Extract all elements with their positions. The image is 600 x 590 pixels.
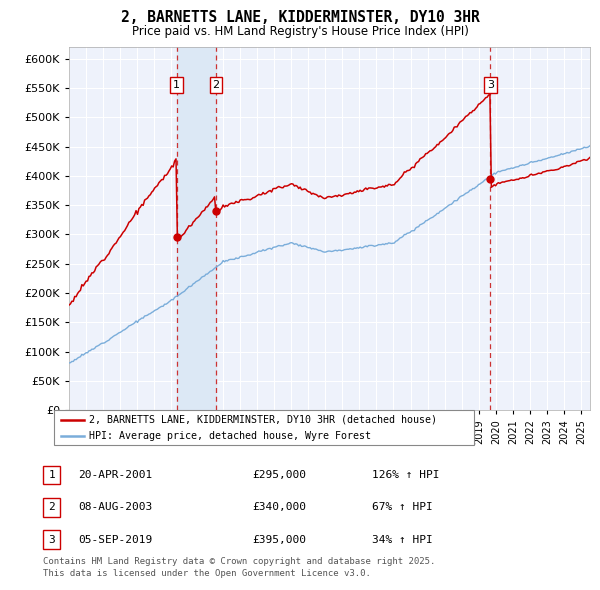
Text: 34% ↑ HPI: 34% ↑ HPI bbox=[372, 535, 433, 545]
Text: 20-APR-2001: 20-APR-2001 bbox=[78, 470, 152, 480]
Text: Contains HM Land Registry data © Crown copyright and database right 2025.
This d: Contains HM Land Registry data © Crown c… bbox=[43, 557, 436, 578]
Text: 05-SEP-2019: 05-SEP-2019 bbox=[78, 535, 152, 545]
Text: 1: 1 bbox=[173, 80, 180, 90]
Bar bbox=[176, 47, 216, 410]
Text: 2, BARNETTS LANE, KIDDERMINSTER, DY10 3HR (detached house): 2, BARNETTS LANE, KIDDERMINSTER, DY10 3H… bbox=[89, 415, 437, 425]
Text: HPI: Average price, detached house, Wyre Forest: HPI: Average price, detached house, Wyre… bbox=[89, 431, 371, 441]
Text: 2: 2 bbox=[212, 80, 220, 90]
Text: 3: 3 bbox=[487, 80, 494, 90]
Text: 2, BARNETTS LANE, KIDDERMINSTER, DY10 3HR: 2, BARNETTS LANE, KIDDERMINSTER, DY10 3H… bbox=[121, 10, 479, 25]
Text: £340,000: £340,000 bbox=[252, 503, 306, 512]
Text: 2: 2 bbox=[48, 503, 55, 512]
Text: 3: 3 bbox=[48, 535, 55, 545]
Text: 126% ↑ HPI: 126% ↑ HPI bbox=[372, 470, 439, 480]
Text: 08-AUG-2003: 08-AUG-2003 bbox=[78, 503, 152, 512]
Text: 1: 1 bbox=[48, 470, 55, 480]
Text: 67% ↑ HPI: 67% ↑ HPI bbox=[372, 503, 433, 512]
Text: £295,000: £295,000 bbox=[252, 470, 306, 480]
Text: Price paid vs. HM Land Registry's House Price Index (HPI): Price paid vs. HM Land Registry's House … bbox=[131, 25, 469, 38]
Text: £395,000: £395,000 bbox=[252, 535, 306, 545]
